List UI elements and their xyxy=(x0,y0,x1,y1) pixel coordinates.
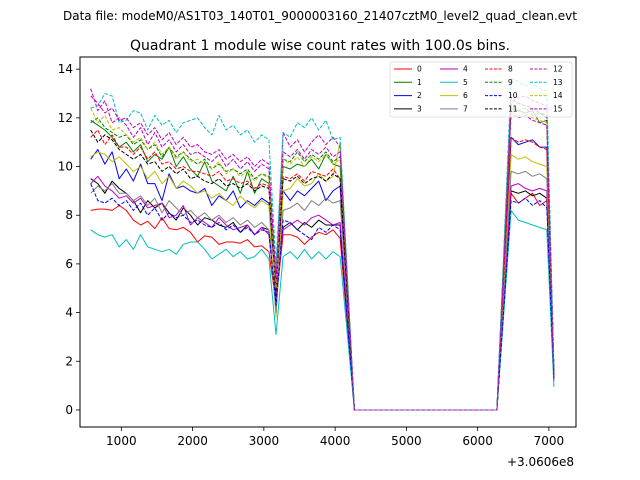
chart-title: Quadrant 1 module wise count rates with … xyxy=(130,38,510,54)
legend-label-1: 1 xyxy=(417,78,422,87)
y-axis: 0 2 4 6 8 10 12 14 xyxy=(58,62,80,417)
x-offset-label: +3.0606e8 xyxy=(507,455,574,469)
legend-label-0: 0 xyxy=(417,65,422,74)
legend-label-3: 3 xyxy=(417,104,422,113)
figure-suptitle: Data file: modeM0/AS1T03_140T01_90000031… xyxy=(63,9,577,23)
legend-label-7: 7 xyxy=(463,104,468,113)
x-tick-label: 5000 xyxy=(391,434,422,448)
legend-label-10: 10 xyxy=(508,91,518,100)
series-line-15 xyxy=(90,95,555,411)
plot-area: 1000 2000 3000 4000 5000 6000 7000 02468101214… xyxy=(58,56,577,469)
axes-frame xyxy=(79,56,577,428)
x-tick-label: 2000 xyxy=(177,434,208,448)
y-tick-label: 0 xyxy=(65,403,73,417)
legend-label-8: 8 xyxy=(508,65,513,74)
legend-label-9: 9 xyxy=(508,78,513,87)
x-tick-label: 7000 xyxy=(534,434,565,448)
legend-label-13: 13 xyxy=(553,78,563,87)
legend-frame xyxy=(389,61,573,118)
y-tick-label: 14 xyxy=(58,62,73,76)
y-tick-label: 10 xyxy=(58,160,73,174)
legend-label-11: 11 xyxy=(508,104,518,113)
legend-label-4: 4 xyxy=(463,65,468,74)
legend-label-6: 6 xyxy=(463,91,468,100)
x-tick-label: 1000 xyxy=(106,434,137,448)
x-tick-label: 3000 xyxy=(249,434,280,448)
x-axis: 1000 2000 3000 4000 5000 6000 7000 xyxy=(106,427,564,448)
legend-label-14: 14 xyxy=(553,91,563,100)
x-tick-label: 6000 xyxy=(462,434,493,448)
legend-label-12: 12 xyxy=(553,65,563,74)
legend-label-2: 2 xyxy=(417,91,422,100)
x-tick-label: 4000 xyxy=(320,434,351,448)
series-layer xyxy=(90,78,555,411)
legend-label-5: 5 xyxy=(463,78,468,87)
legend-label-15: 15 xyxy=(553,104,563,113)
y-tick-label: 12 xyxy=(58,111,73,125)
y-tick-label: 4 xyxy=(65,306,73,320)
y-tick-label: 8 xyxy=(65,208,73,222)
series-line-12 xyxy=(90,88,555,411)
y-tick-label: 2 xyxy=(65,354,73,368)
series-line-11 xyxy=(90,97,555,411)
y-tick-label: 6 xyxy=(65,257,73,271)
